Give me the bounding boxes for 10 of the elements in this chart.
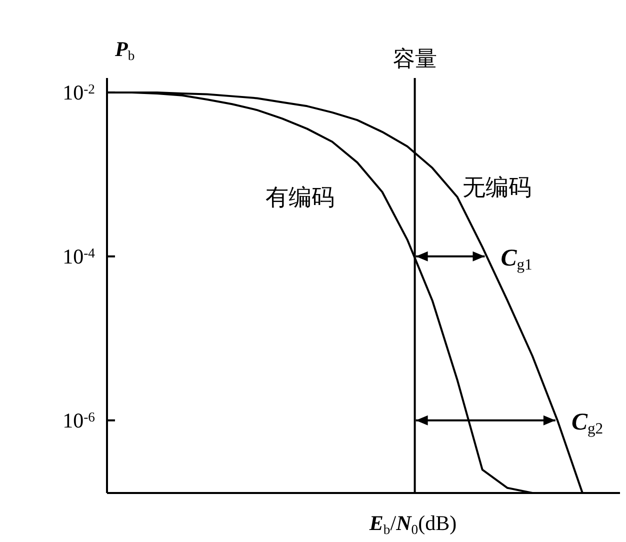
annotation: C$_{g1}$ <box>500 245 532 274</box>
text: 容量 <box>392 46 437 71</box>
y-tick-label: 10$^{-4}$ <box>62 244 96 268</box>
series-label: 有编码 <box>266 185 334 210</box>
x-axis-title: E$_{b}$/N$_{0}$(dB) <box>368 511 457 536</box>
y-tick-label: 10$^{-6}$ <box>62 408 96 432</box>
y-axis-title: P$_{b}$ <box>114 37 135 62</box>
series-label: 无编码 <box>462 175 532 200</box>
annotation: C$_{g2}$ <box>571 409 604 438</box>
y-tick-label: 10$^{-2}$ <box>62 80 96 104</box>
